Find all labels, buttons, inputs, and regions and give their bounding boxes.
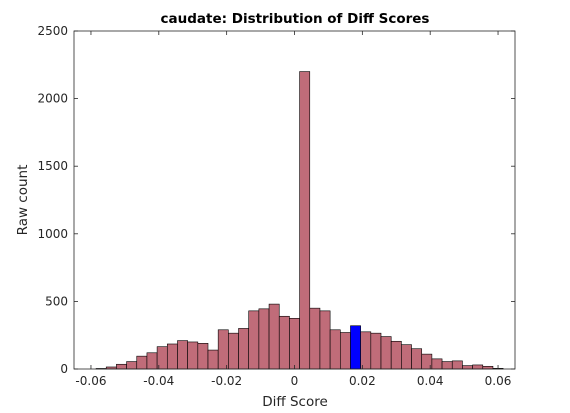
y-tick-label: 1500: [37, 159, 68, 173]
histogram-bar: [136, 355, 148, 370]
x-tick-label: 0.06: [485, 374, 512, 388]
x-tick-label: -0.06: [75, 374, 106, 388]
y-tick-label: 0: [60, 362, 68, 376]
histogram-bar: [319, 310, 331, 370]
histogram-bar: [370, 332, 382, 370]
x-axis-label: Diff Score: [262, 394, 328, 410]
plot-area: [74, 31, 515, 369]
histogram-bar: [339, 332, 351, 370]
histogram-bar: [177, 340, 188, 370]
histogram-bar: [146, 352, 158, 370]
x-tick-label: -0.04: [143, 374, 174, 388]
histogram-bar: [451, 360, 463, 370]
histogram-bar: [309, 307, 321, 370]
histogram-bar: [126, 361, 138, 370]
histogram-bar: [380, 336, 392, 370]
histogram-bar: [207, 349, 219, 370]
histogram-bar: [482, 365, 494, 370]
x-tick-label: 0: [291, 374, 299, 388]
y-tick-label: 1000: [37, 227, 68, 241]
highlighted-histogram-bar: [350, 325, 361, 370]
histogram-bar: [166, 343, 178, 370]
y-tick-label: 500: [45, 294, 68, 308]
histogram-bar: [289, 317, 300, 370]
histogram-bar: [401, 344, 412, 370]
histogram-bar: [278, 315, 290, 370]
y-tick-label: 2500: [37, 24, 68, 38]
histogram-bar: [217, 329, 229, 370]
histogram-bar: [431, 358, 443, 370]
histogram-bar: [116, 363, 127, 370]
x-tick-label: 0.02: [349, 374, 376, 388]
histogram-bar: [462, 365, 473, 370]
y-axis-label: Raw count: [15, 165, 31, 236]
histogram-bar: [390, 340, 402, 370]
chart-title: caudate: Distribution of Diff Scores: [161, 11, 430, 27]
histogram-bar: [472, 364, 484, 370]
histogram-bar: [248, 310, 260, 370]
x-tick-label: 0.04: [417, 374, 444, 388]
histogram-bar: [258, 308, 270, 370]
axes-group: -0.06 -0.04 -0.02 0 0.02 0.04 0.06 0 500 1000 1500…: [37, 24, 516, 388]
histogram-bar: [268, 303, 280, 370]
histogram-bar: [441, 361, 453, 370]
histogram-bar: [329, 329, 341, 370]
histogram-bar: [299, 71, 311, 370]
histogram-bar: [360, 331, 372, 370]
x-tick-label: -0.02: [211, 374, 242, 388]
histogram-bar: [197, 343, 209, 370]
histogram-bar: [238, 328, 250, 370]
histogram-bar: [187, 341, 199, 370]
histogram-bar: [228, 332, 239, 370]
histogram-bar: [411, 348, 423, 370]
y-tick-label: 2000: [37, 92, 68, 106]
